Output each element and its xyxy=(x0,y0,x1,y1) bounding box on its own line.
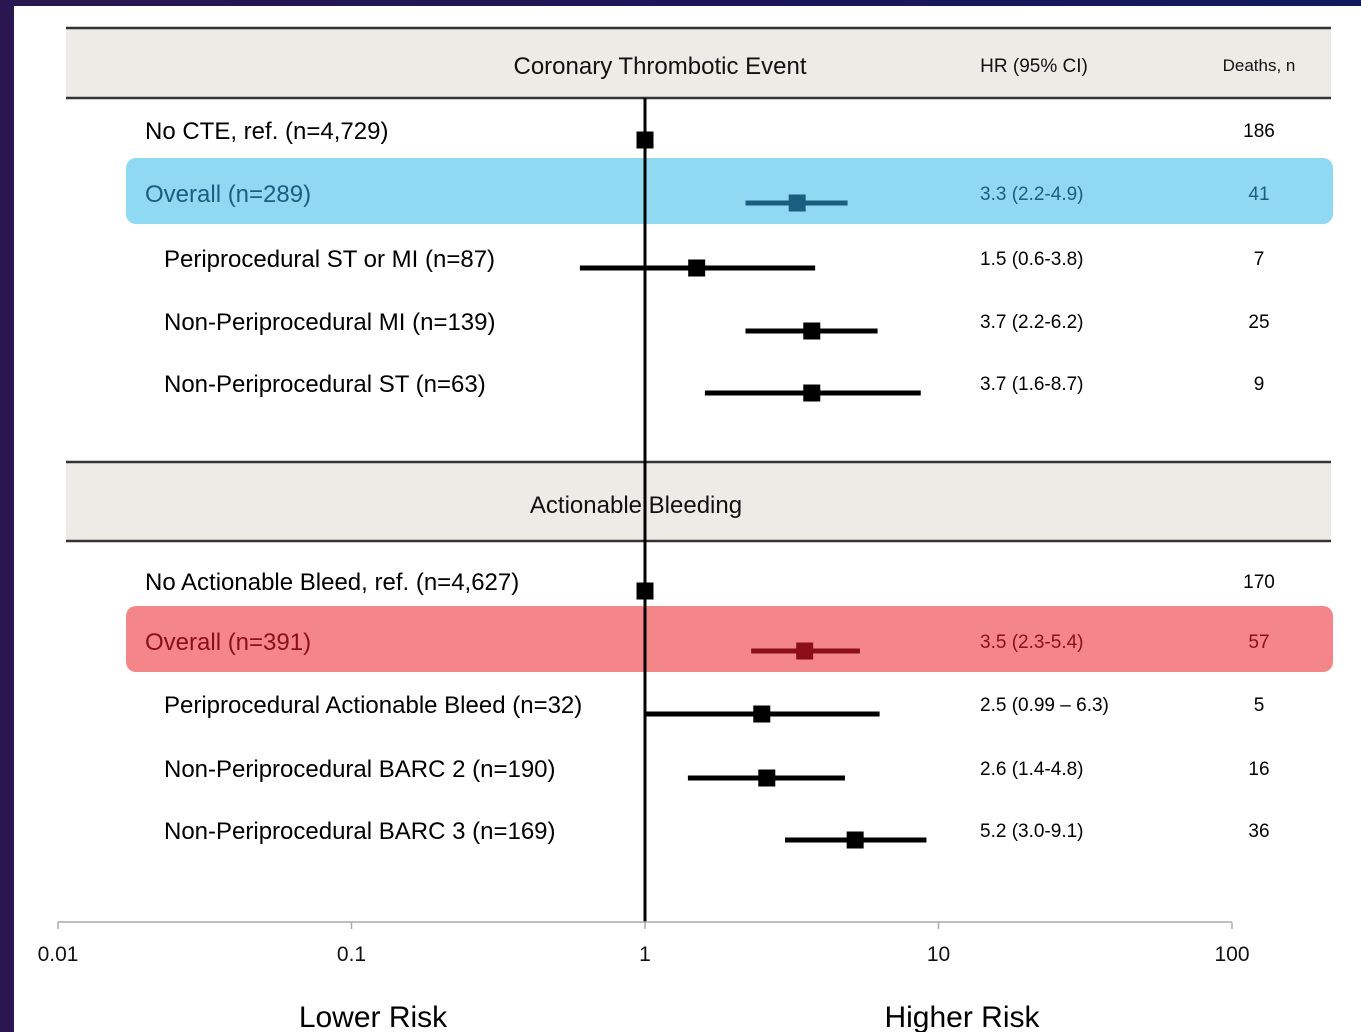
deaths-value: 170 xyxy=(1243,572,1275,593)
deaths-value: 36 xyxy=(1248,821,1269,842)
row-label: No CTE, ref. (n=4,729) xyxy=(145,118,388,145)
hr-value: 3.5 (2.3-5.4) xyxy=(980,632,1084,653)
deaths-value: 5 xyxy=(1254,695,1265,716)
column-header-hr: HR (95% CI) xyxy=(980,56,1088,77)
deaths-value: 186 xyxy=(1243,121,1275,142)
x-tick-label: 0.1 xyxy=(337,943,366,966)
row-label: Non-Periprocedural BARC 3 (n=169) xyxy=(164,818,556,845)
hr-value: 1.5 (0.6-3.8) xyxy=(980,249,1084,270)
deaths-value: 25 xyxy=(1248,312,1269,333)
point-estimate-marker xyxy=(753,705,771,723)
hr-value: 3.3 (2.2-4.9) xyxy=(980,184,1084,205)
point-estimate-marker xyxy=(688,259,706,277)
hr-value: 2.6 (1.4-4.8) xyxy=(980,759,1084,780)
deaths-value: 16 xyxy=(1248,759,1269,780)
deaths-value: 41 xyxy=(1248,184,1269,205)
section-title: Coronary Thrombotic Event xyxy=(513,53,806,80)
section-header-layer: Coronary Thrombotic Event HR (95% CI) Deat… xyxy=(66,26,1331,543)
deaths-value: 57 xyxy=(1248,632,1269,653)
x-axis: 0.01 0.1 1 10 100 xyxy=(38,921,1250,966)
column-header-deaths: Deaths, n xyxy=(1223,56,1296,75)
higher-risk-label: Higher Risk xyxy=(884,1001,1040,1032)
row-label: Periprocedural ST or MI (n=87) xyxy=(164,246,495,273)
point-estimate-marker xyxy=(788,194,806,212)
row-label: No Actionable Bleed, ref. (n=4,627) xyxy=(145,569,519,596)
hr-value: 2.5 (0.99 – 6.3) xyxy=(980,695,1109,716)
row-label: Periprocedural Actionable Bleed (n=32) xyxy=(164,692,582,719)
band-layer xyxy=(126,158,1333,672)
row-label: Non-Periprocedural BARC 2 (n=190) xyxy=(164,756,556,783)
point-estimate-marker xyxy=(846,831,864,849)
point-estimate-marker xyxy=(636,131,654,149)
highlight-band xyxy=(126,606,1333,672)
row-label: Non-Periprocedural MI (n=139) xyxy=(164,309,496,336)
x-tick-label: 10 xyxy=(927,943,950,966)
point-estimate-marker xyxy=(636,582,654,600)
mark-layer: No CTE, ref. (n=4,729) 186 Overall (n=289)… xyxy=(145,118,1275,849)
point-estimate-marker xyxy=(803,322,821,340)
point-estimate-marker xyxy=(803,384,821,402)
section-header-background xyxy=(66,462,1331,541)
hr-value: 3.7 (2.2-6.2) xyxy=(980,312,1084,333)
x-tick-label: 100 xyxy=(1214,943,1249,966)
x-tick-label: 1 xyxy=(639,943,651,966)
point-estimate-marker xyxy=(796,642,814,660)
deaths-value: 9 xyxy=(1254,374,1265,395)
row-label: Overall (n=391) xyxy=(145,629,311,656)
row-label: Overall (n=289) xyxy=(145,181,311,208)
x-tick-label: 0.01 xyxy=(38,943,79,966)
point-estimate-marker xyxy=(758,769,776,787)
row-label: Non-Periprocedural ST (n=63) xyxy=(164,371,486,398)
hr-value: 3.7 (1.6-8.7) xyxy=(980,374,1084,395)
highlight-band xyxy=(126,158,1333,224)
hr-value: 5.2 (3.0-9.1) xyxy=(980,821,1084,842)
section-header-background xyxy=(66,28,1331,98)
section-title: Actionable Bleeding xyxy=(530,492,742,519)
deaths-value: 7 xyxy=(1254,249,1265,270)
lower-risk-label: Lower Risk xyxy=(299,1001,448,1032)
